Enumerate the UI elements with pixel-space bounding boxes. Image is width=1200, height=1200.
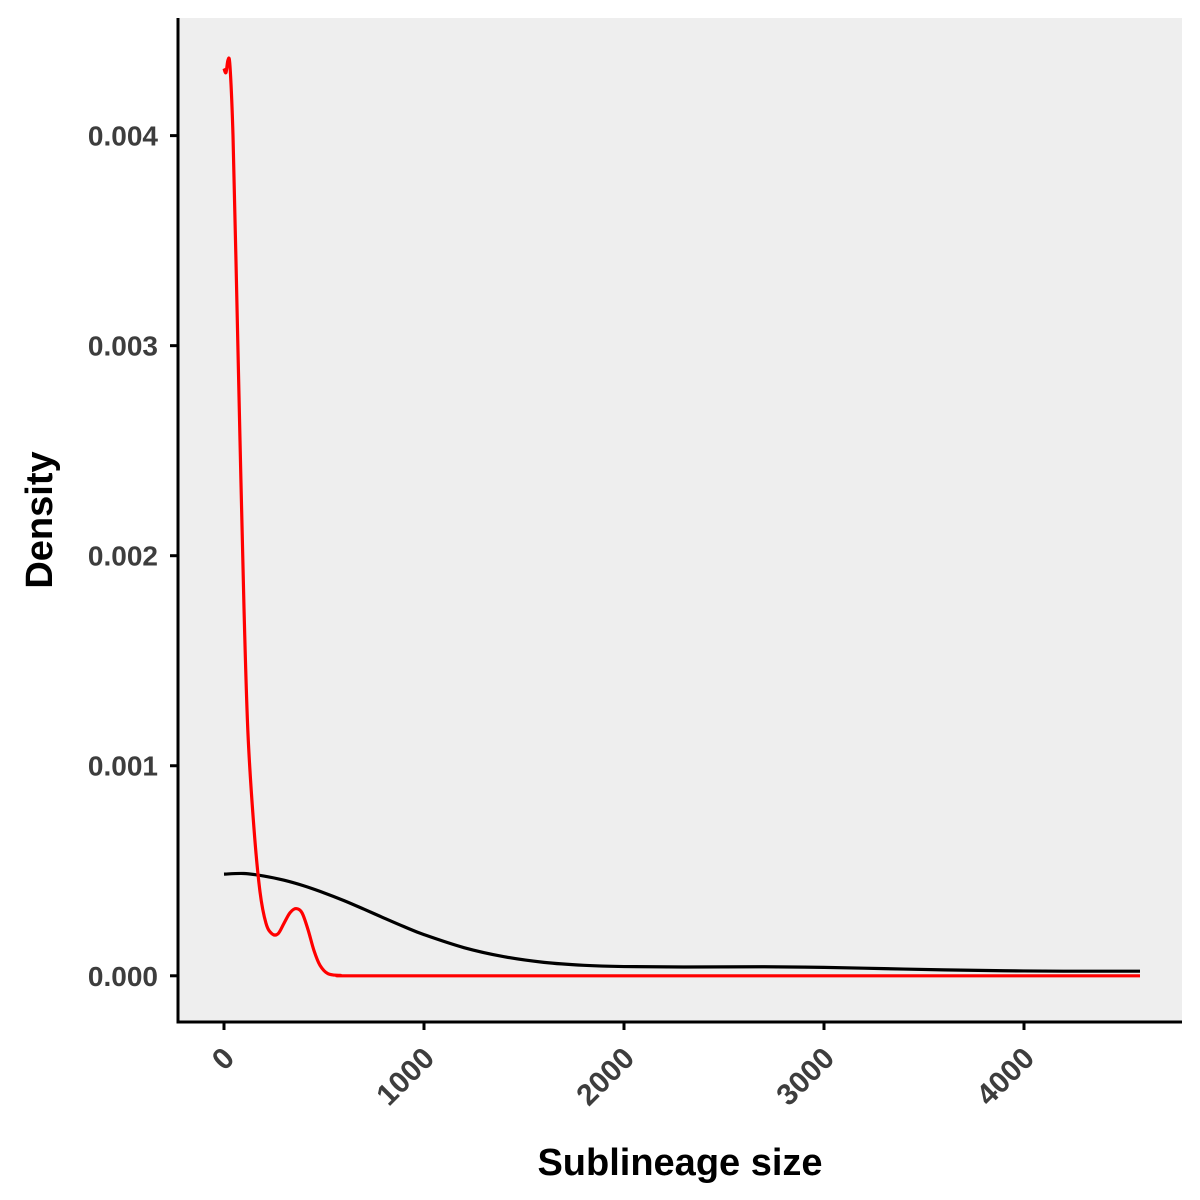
series-layer xyxy=(222,56,1141,978)
x-tick-label: 0 xyxy=(206,1042,241,1077)
x-tick-label: 3000 xyxy=(770,1042,841,1113)
density-line-1 xyxy=(223,871,1141,973)
x-axis-ticks: 0 1000 2000 3000 4000 xyxy=(206,1022,1041,1112)
y-tick-label: 0.003 xyxy=(88,331,158,362)
y-tick-label: 0.000 xyxy=(88,961,158,992)
y-axis-ticks: 0.000 0.001 0.002 0.003 0.004 xyxy=(88,121,178,992)
y-tick-label: 0.002 xyxy=(88,541,158,572)
y-axis-title: Density xyxy=(19,451,61,588)
plot-panel-background xyxy=(178,18,1182,1022)
density-line-2 xyxy=(222,56,1140,978)
x-tick-label: 4000 xyxy=(970,1042,1041,1113)
y-tick-label: 0.004 xyxy=(88,121,158,152)
x-tick-label: 2000 xyxy=(570,1042,641,1113)
y-tick-label: 0.001 xyxy=(88,751,158,782)
x-tick-label: 1000 xyxy=(370,1042,441,1113)
x-axis-title: Sublineage size xyxy=(537,1142,822,1184)
